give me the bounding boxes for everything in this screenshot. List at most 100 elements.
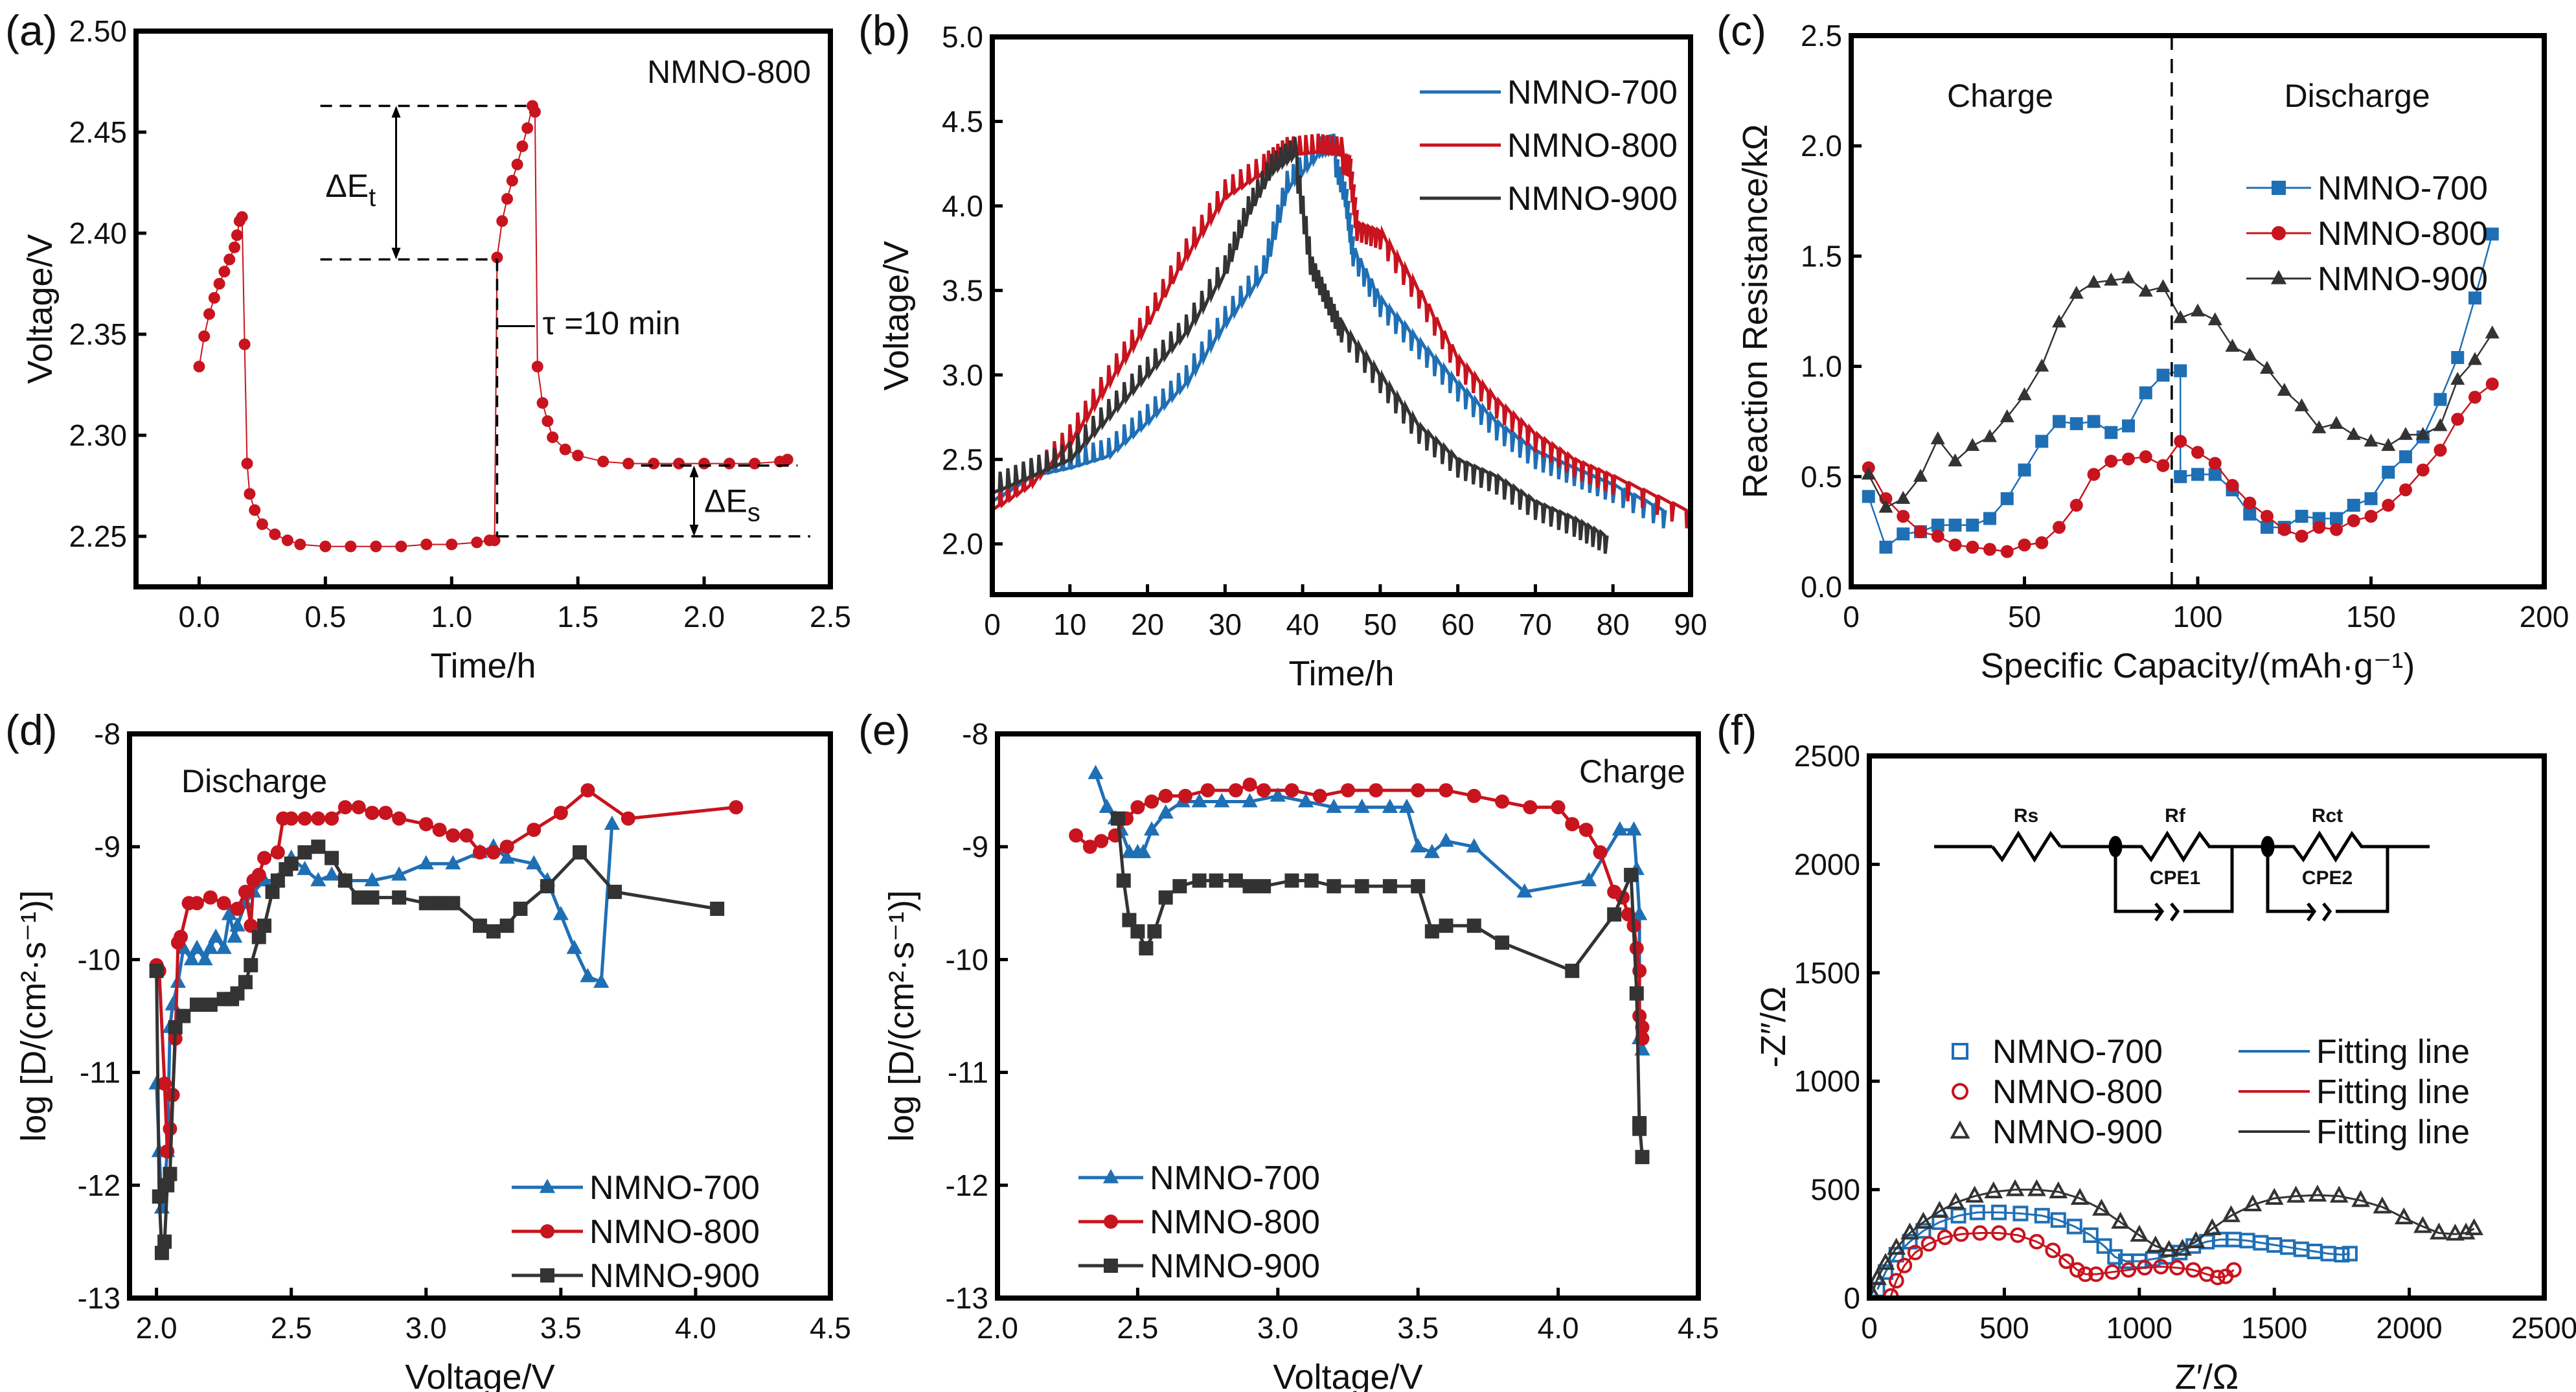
data-point	[2139, 450, 2152, 464]
data-point	[1565, 963, 1580, 978]
data-point	[2069, 1262, 2085, 1278]
data-point	[2104, 1264, 2121, 1280]
data-point	[1965, 1185, 1984, 1203]
data-point	[2017, 387, 2032, 400]
legend-marker	[540, 1224, 554, 1238]
x-tick-label: 150	[2346, 600, 2396, 633]
y-tick-label: 5.0	[942, 20, 983, 54]
equivalent-circuit	[1934, 830, 2430, 922]
data-point	[2156, 459, 2170, 472]
data-point	[311, 839, 326, 854]
data-point	[1612, 821, 1628, 836]
data-point	[526, 855, 542, 870]
data-point	[203, 998, 218, 1012]
data-point	[1354, 879, 1369, 894]
data-point	[2208, 468, 2222, 481]
data-point	[432, 823, 447, 838]
circuit-label-rf: Rf	[2165, 805, 2186, 827]
legend-marker	[540, 1268, 554, 1283]
data-point	[2173, 310, 2188, 323]
data-point	[1172, 879, 1187, 894]
data-point	[445, 855, 461, 870]
legend-item: NMNO-900	[2246, 260, 2488, 298]
y-tick-label: 2.0	[942, 527, 983, 561]
data-point	[1257, 783, 1271, 798]
data-point	[2261, 521, 2274, 534]
data-point	[2069, 499, 2083, 512]
y-tick-label: 0.0	[1801, 570, 1842, 604]
legend-item: NMNO-800	[512, 1213, 760, 1251]
data-point	[1946, 1192, 1965, 1209]
x-tick-label: 1.0	[431, 600, 472, 633]
data-point	[2415, 427, 2430, 440]
data-point	[2334, 1247, 2350, 1263]
x-tick-label: 2000	[2376, 1311, 2442, 1345]
data-point	[370, 540, 382, 553]
data-point	[2107, 1249, 2123, 1265]
data-point	[608, 884, 622, 899]
data-point	[1157, 804, 1174, 819]
series-nmno-800	[1069, 777, 1650, 1046]
data-point	[2111, 1211, 2130, 1229]
data-point	[1861, 466, 1876, 480]
series-line	[992, 133, 1691, 529]
data-point	[511, 158, 523, 170]
data-point	[1228, 783, 1243, 798]
cpe1-wire	[2114, 847, 2234, 913]
data-point	[559, 443, 571, 455]
data-point	[236, 211, 248, 223]
panel-e: (e) 2.0 2.5 3.0 3.5 4.0 4.5 -13 -12 -11 -10 -9 -8 Vol…	[858, 706, 1719, 1392]
data-point	[1099, 799, 1115, 814]
data-point	[1327, 879, 1341, 894]
data-point	[244, 488, 256, 500]
legend-marker	[2272, 181, 2286, 195]
data-point	[230, 986, 245, 1001]
data-point	[1439, 918, 1453, 933]
data-point	[593, 974, 610, 988]
data-point	[418, 855, 434, 870]
data-point	[2413, 1216, 2432, 1233]
data-point	[2121, 270, 2136, 284]
y-tick-label: -9	[94, 830, 120, 863]
data-point	[2156, 369, 2170, 382]
series-nmno-700	[148, 816, 621, 1214]
data-point	[294, 538, 306, 551]
data-point	[1466, 918, 1481, 933]
legend-marker	[2270, 269, 2287, 284]
series-nmno-700	[1869, 1204, 2358, 1297]
data-point	[2010, 1227, 2026, 1243]
data-point	[244, 918, 258, 933]
data-point	[1398, 799, 1415, 814]
data-point	[2035, 358, 2049, 372]
x-tick-label: 4.5	[810, 1311, 851, 1345]
data-point	[2394, 1207, 2413, 1225]
data-point	[154, 1246, 169, 1261]
panel-a: (a) 0.0 0.5 1.0 1.5 2.0 2.5 2.25 2.30 2.35 2.40 2.4…	[5, 6, 851, 685]
x-axis-label: Specific Capacity/(mAh·g⁻¹)	[1981, 646, 2415, 685]
data-point	[1242, 879, 1257, 894]
data-point	[168, 1020, 183, 1034]
series-nmno-800	[193, 100, 793, 553]
data-point	[365, 805, 380, 820]
x-tick-label: 4.0	[675, 1311, 716, 1345]
data-point	[2088, 1266, 2104, 1283]
data-point	[221, 906, 238, 920]
data-point	[174, 930, 188, 944]
data-point	[622, 457, 635, 470]
data-point	[1579, 823, 1593, 838]
data-point	[2005, 1179, 2025, 1196]
data-point	[2294, 398, 2309, 411]
data-point	[1593, 845, 1608, 860]
plot-frame	[127, 731, 833, 1301]
data-point	[2329, 416, 2343, 429]
data-point	[749, 457, 761, 470]
data-point	[1907, 1244, 1923, 1261]
data-point	[1411, 783, 1426, 798]
y-tick-label: -11	[80, 1056, 120, 1090]
data-point	[597, 455, 610, 468]
data-point	[157, 1077, 172, 1091]
data-point	[251, 930, 266, 944]
data-point	[2351, 1190, 2370, 1207]
data-point	[2174, 470, 2187, 483]
data-point	[378, 805, 393, 820]
